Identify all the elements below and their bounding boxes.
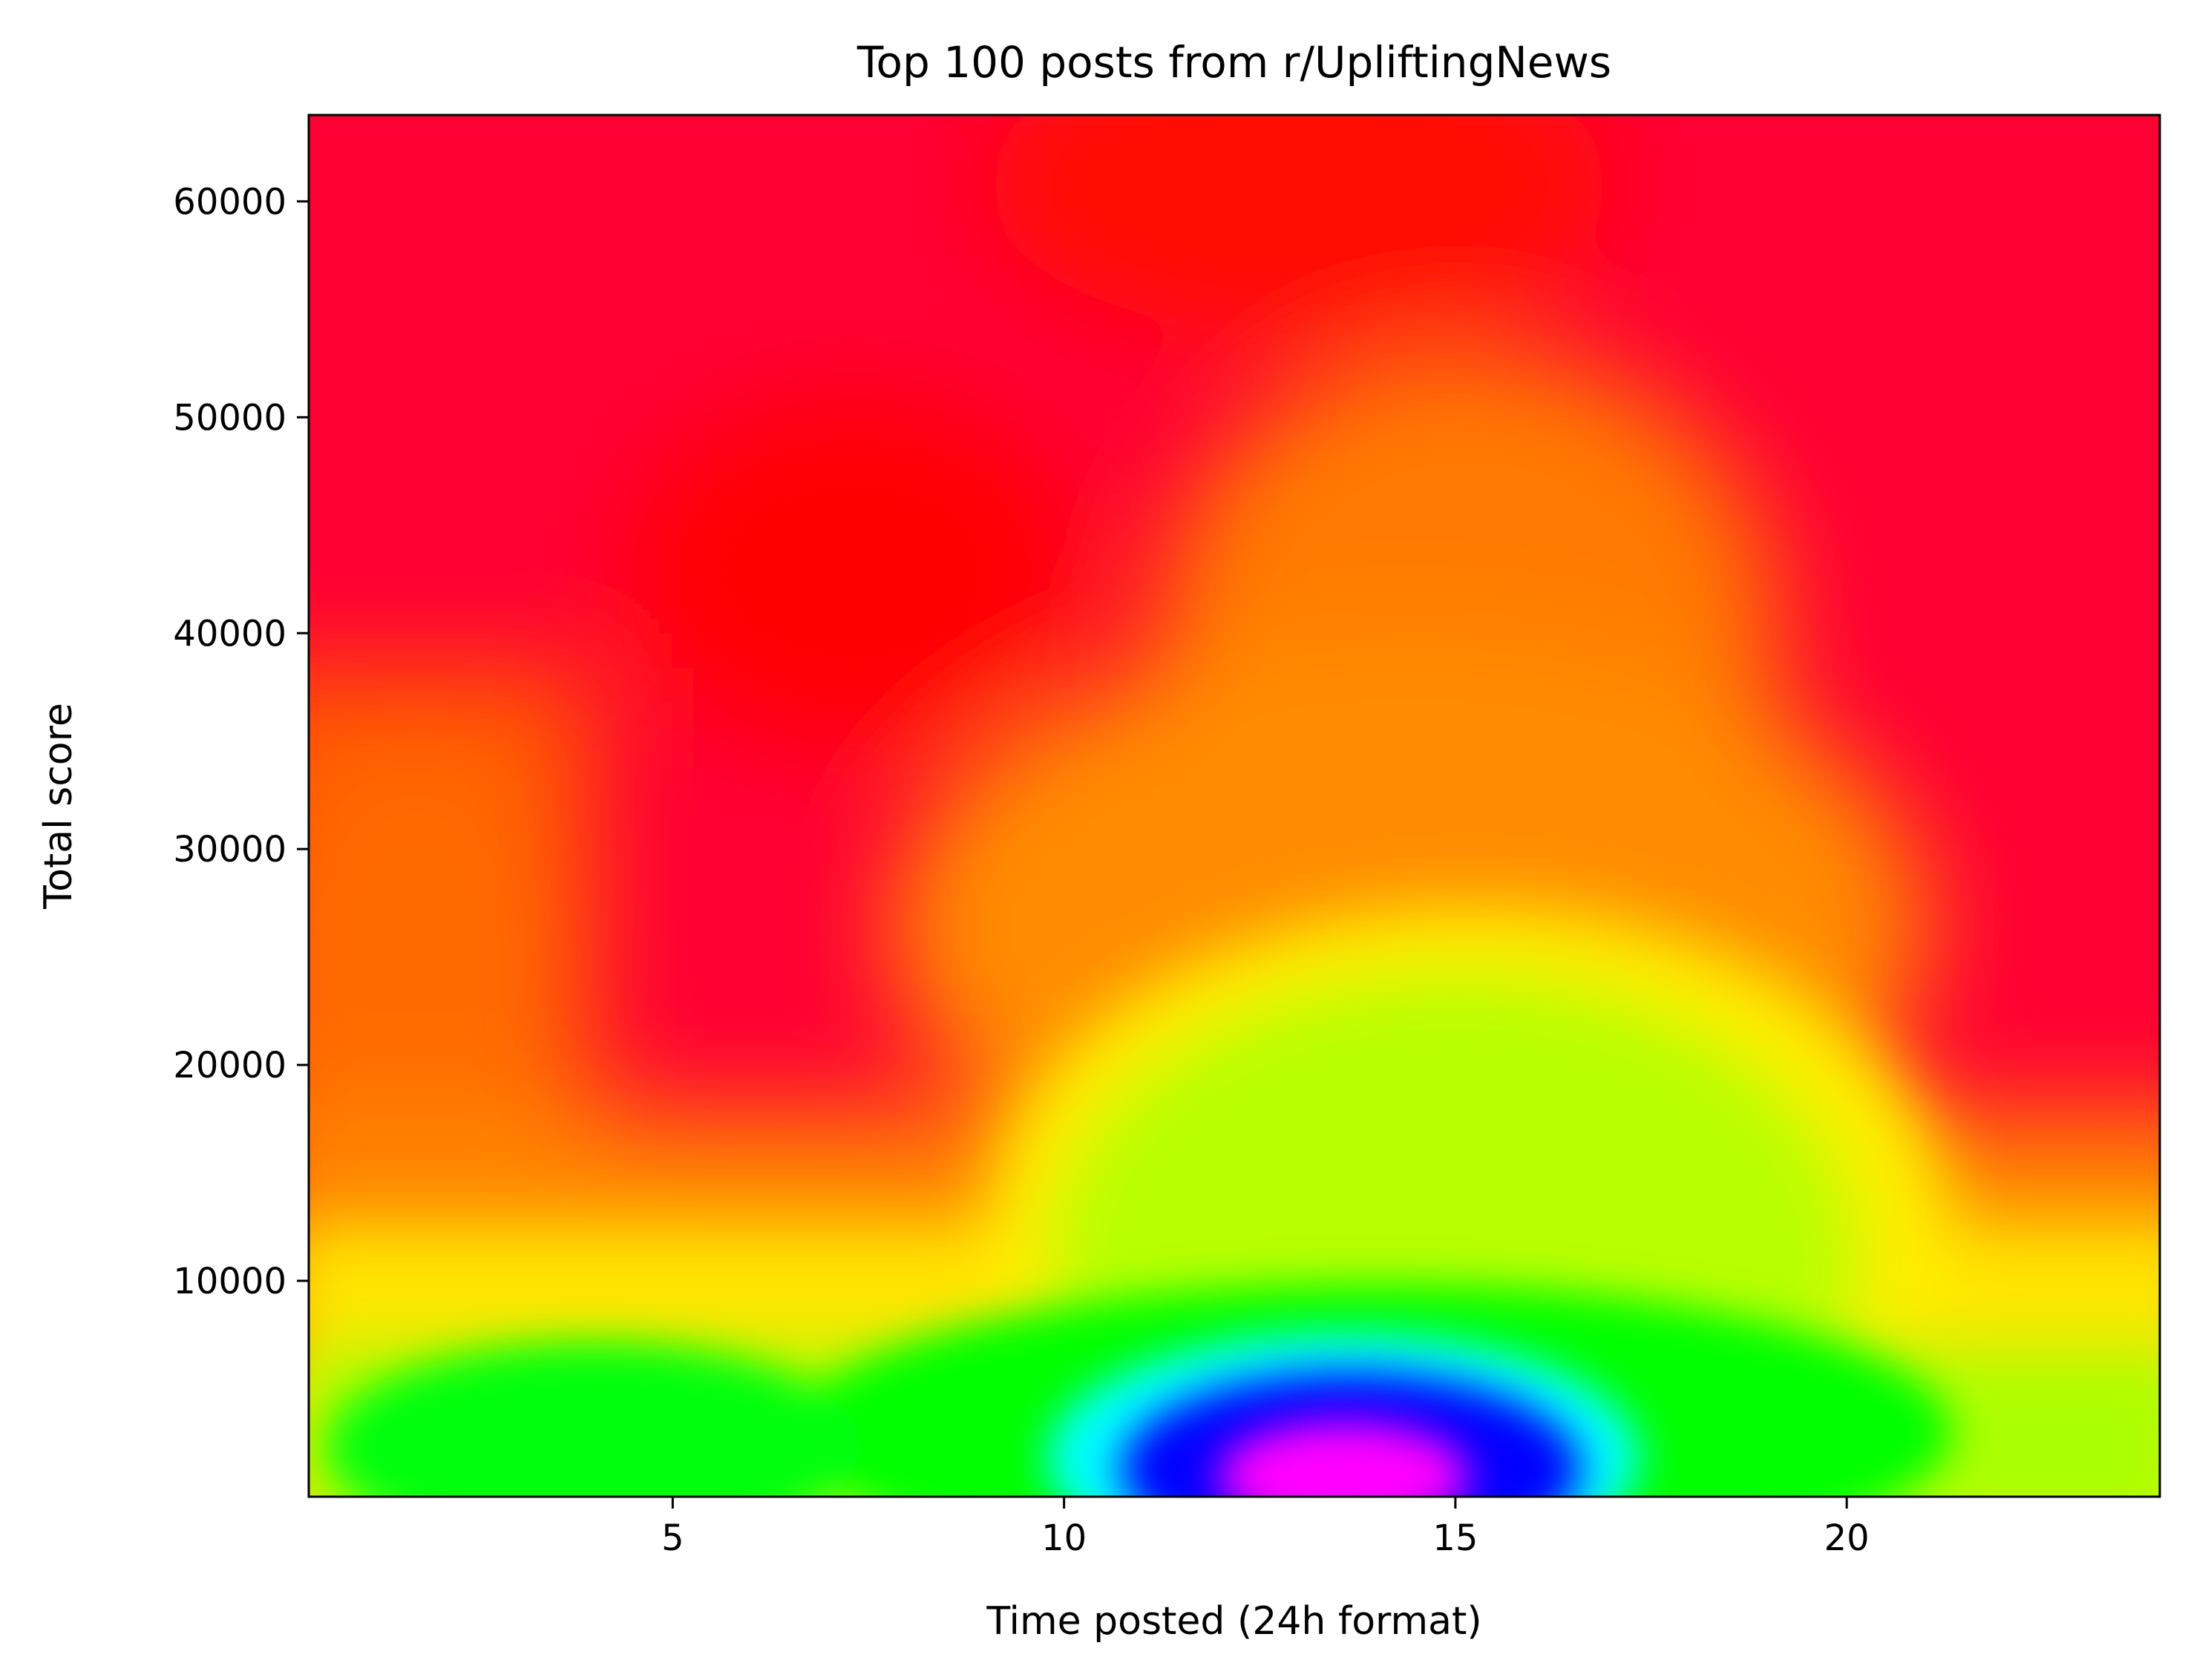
plot-frame <box>307 114 2161 1498</box>
y-tick-label: 20000 <box>173 1045 286 1086</box>
x-tick-label: 20 <box>1824 1517 1870 1559</box>
chart-title: Top 100 posts from r/UpliftingNews <box>856 37 1611 88</box>
heatmap-field <box>309 115 2160 1497</box>
y-tick-label: 60000 <box>173 181 286 223</box>
y-tick-label: 30000 <box>173 829 286 870</box>
y-tick-label: 10000 <box>173 1261 286 1302</box>
x-axis-ticks: 5 10 15 20 <box>661 1497 1870 1559</box>
y-axis-label: Total score <box>36 703 81 910</box>
x-tick-label: 5 <box>661 1517 684 1559</box>
x-axis-label: Time posted (24h format) <box>986 1599 1481 1644</box>
y-tick-label: 40000 <box>173 613 286 654</box>
y-tick-label: 50000 <box>173 397 286 439</box>
y-axis-ticks: 10000 20000 30000 40000 50000 60000 <box>173 181 309 1302</box>
x-tick-label: 15 <box>1432 1517 1478 1559</box>
heatmap-layer-magenta <box>1217 1421 1470 1497</box>
x-tick-label: 10 <box>1041 1517 1087 1559</box>
